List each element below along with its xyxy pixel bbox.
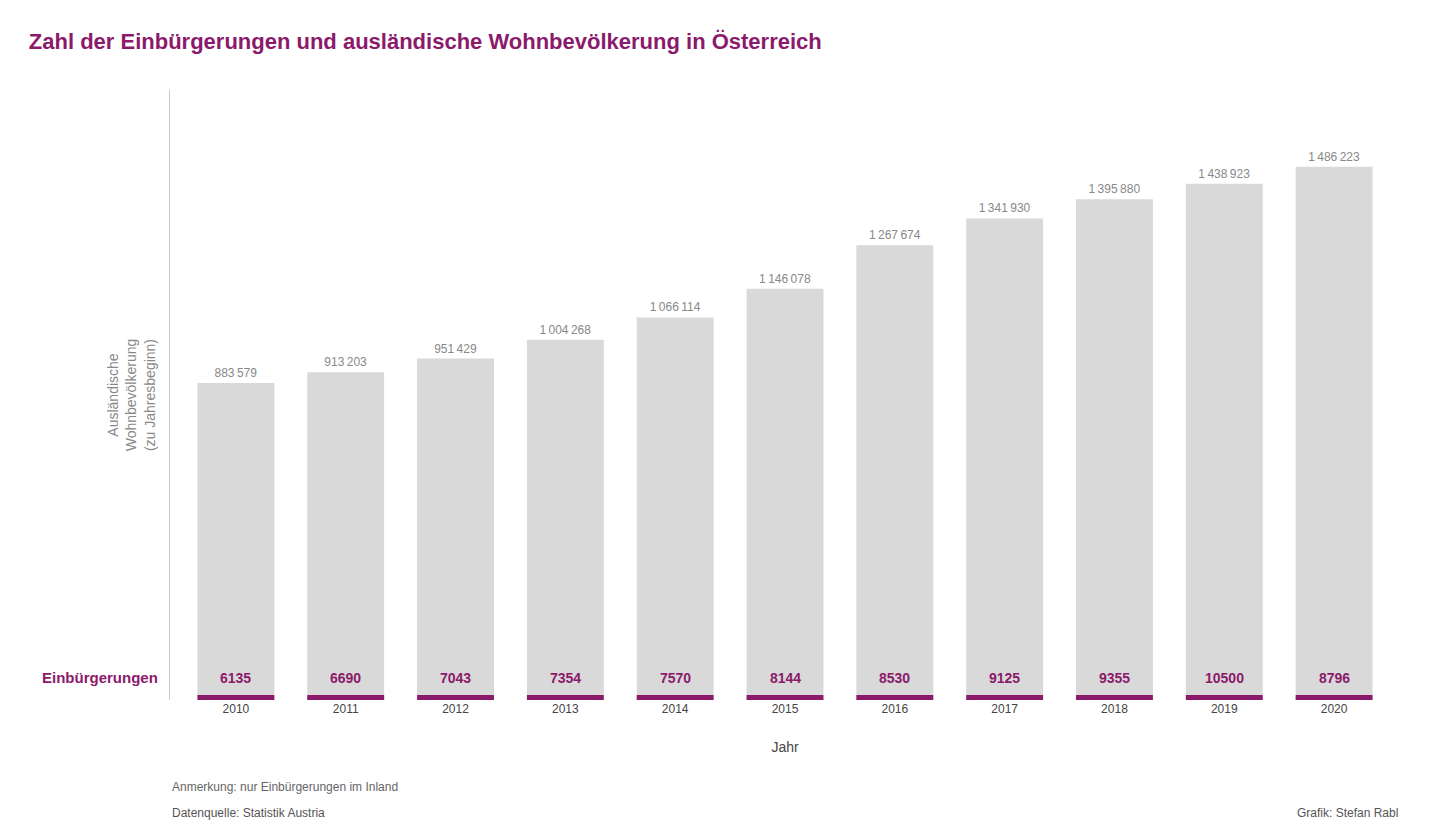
svg-text:1 395 880: 1 395 880 (1089, 182, 1141, 196)
svg-text:7570: 7570 (660, 670, 691, 686)
svg-text:AusländischeWohnbevölkerung(zu: AusländischeWohnbevölkerung(zu Jahresbeg… (105, 339, 157, 452)
svg-text:Jahr: Jahr (771, 739, 799, 755)
svg-text:2015: 2015 (772, 702, 799, 716)
svg-text:Zahl der Einbürgerungen und au: Zahl der Einbürgerungen und ausländische… (29, 29, 822, 54)
svg-text:2014: 2014 (662, 702, 689, 716)
svg-text:Anmerkung: nur Einbürgerungen: Anmerkung: nur Einbürgerungen im Inland (172, 780, 398, 794)
svg-text:1 267 674: 1 267 674 (869, 228, 921, 242)
svg-text:Grafik: Stefan Rabl: Grafik: Stefan Rabl (1297, 806, 1398, 820)
svg-text:2016: 2016 (881, 702, 908, 716)
svg-text:2017: 2017 (991, 702, 1018, 716)
svg-text:2012: 2012 (442, 702, 469, 716)
svg-text:1 438 923: 1 438 923 (1198, 167, 1250, 181)
svg-text:883 579: 883 579 (215, 366, 258, 380)
svg-text:1 341 930: 1 341 930 (979, 201, 1031, 215)
svg-text:2013: 2013 (552, 702, 579, 716)
svg-text:2010: 2010 (223, 702, 250, 716)
svg-text:2018: 2018 (1101, 702, 1128, 716)
svg-text:Einbürgerungen: Einbürgerungen (42, 669, 158, 686)
svg-text:10500: 10500 (1205, 670, 1244, 686)
svg-text:913 203: 913 203 (324, 355, 367, 369)
svg-text:2020: 2020 (1321, 702, 1348, 716)
svg-text:8530: 8530 (879, 670, 910, 686)
svg-text:1 004 268: 1 004 268 (539, 323, 591, 337)
svg-text:8796: 8796 (1319, 670, 1350, 686)
svg-text:2011: 2011 (333, 702, 359, 716)
svg-text:8144: 8144 (770, 670, 801, 686)
svg-text:1 066 114: 1 066 114 (650, 300, 701, 314)
svg-text:9125: 9125 (989, 670, 1020, 686)
svg-text:6135: 6135 (220, 670, 251, 686)
svg-text:1 146 078: 1 146 078 (759, 272, 811, 286)
svg-text:2019: 2019 (1211, 702, 1238, 716)
svg-text:6690: 6690 (330, 670, 361, 686)
svg-text:7043: 7043 (440, 670, 471, 686)
svg-text:9355: 9355 (1099, 670, 1130, 686)
svg-text:951 429: 951 429 (434, 342, 477, 356)
svg-text:7354: 7354 (550, 670, 581, 686)
svg-text:Datenquelle: Statistik Austria: Datenquelle: Statistik Austria (172, 806, 325, 820)
svg-text:1 486 223: 1 486 223 (1308, 150, 1360, 164)
